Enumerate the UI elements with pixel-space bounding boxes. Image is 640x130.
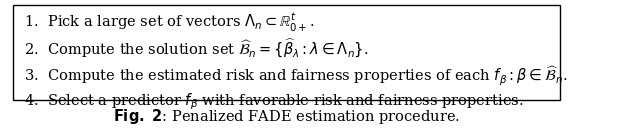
Text: 1.  Pick a large set of vectors $\Lambda_n \subset \mathbb{R}^t_{0+}$.: 1. Pick a large set of vectors $\Lambda_… bbox=[24, 11, 314, 34]
Text: $\mathbf{Fig.\ 2}$: Penalized FADE estimation procedure.: $\mathbf{Fig.\ 2}$: Penalized FADE estim… bbox=[113, 107, 460, 126]
Text: 4.  Select a predictor $f_\beta$ with favorable risk and fairness properties.: 4. Select a predictor $f_\beta$ with fav… bbox=[24, 92, 524, 112]
Text: 3.  Compute the estimated risk and fairness properties of each $f_\beta : \beta : 3. Compute the estimated risk and fairne… bbox=[24, 64, 568, 87]
Text: 2.  Compute the solution set $\widehat{\mathcal{B}}_n = \{\widehat{\beta}_\lambd: 2. Compute the solution set $\widehat{\m… bbox=[24, 38, 369, 60]
FancyBboxPatch shape bbox=[13, 5, 560, 100]
